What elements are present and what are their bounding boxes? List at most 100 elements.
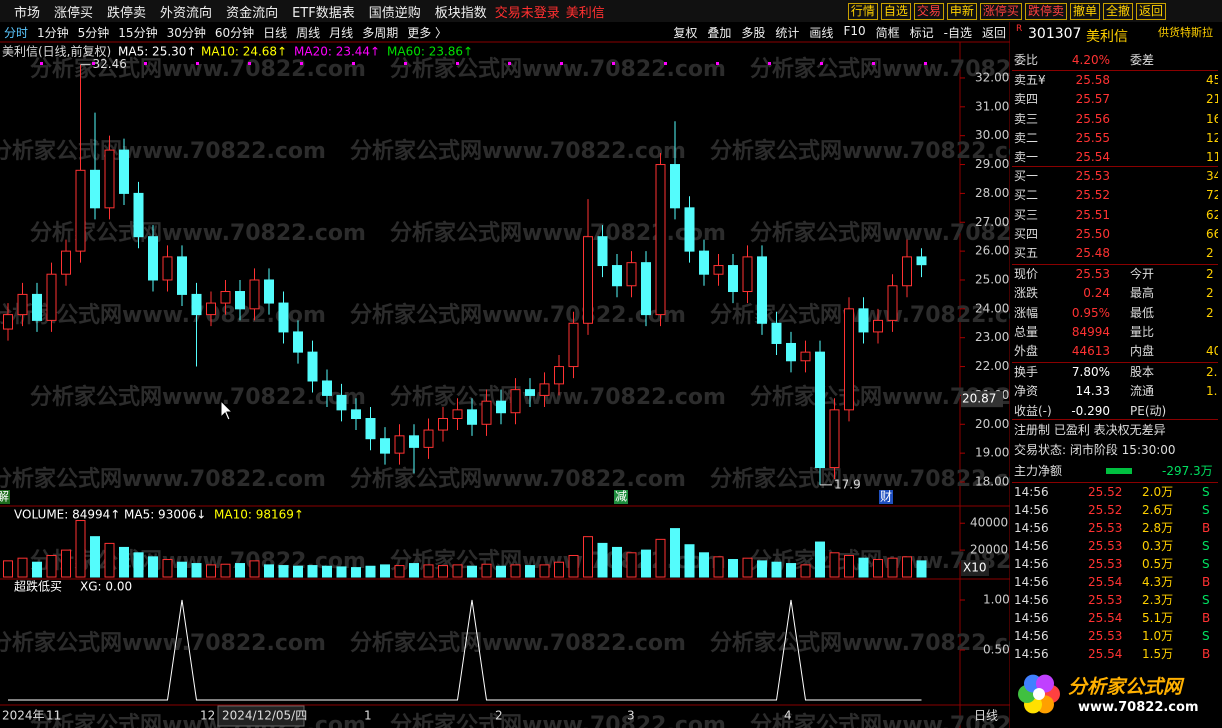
menu-item[interactable]: 跌停卖 (107, 5, 147, 21)
tool-button[interactable]: -自选 (943, 25, 972, 40)
period-tab[interactable]: 30分钟 (166, 25, 206, 40)
watermark: 分析家公式网www.70822.com (0, 466, 326, 492)
cursor-price: 20.87 (962, 392, 996, 406)
period-tab[interactable]: 日线 (263, 25, 288, 40)
menu-item[interactable]: 涨停买 (54, 5, 94, 21)
trade-time: 14:56 (1014, 647, 1049, 661)
x-axis-label: 4 (784, 709, 792, 723)
volume-bar (844, 554, 854, 578)
quote-value: 7.80% (1071, 365, 1110, 380)
menu-button[interactable]: 撤单 (1069, 2, 1100, 20)
period-tab[interactable]: 分时 (4, 25, 29, 40)
volume-tick-label: 20000 (970, 543, 1008, 557)
period-tab[interactable]: 15分钟 (118, 25, 158, 40)
period-tab[interactable]: 5分钟 (77, 25, 110, 40)
menu-item[interactable]: ETF数据表 (292, 5, 355, 21)
watermark: 分析家公式网www.70822.com (350, 138, 686, 164)
y-tick-label: 32.00 (975, 70, 1009, 84)
tool-button[interactable]: 简框 (875, 25, 900, 40)
menu-button[interactable]: 涨停买 (979, 2, 1022, 20)
volume-bar (177, 561, 187, 578)
trade-side: S (1202, 629, 1210, 643)
trade-side: B (1202, 647, 1211, 661)
watermark: 分析家公式网www.70822.com (390, 56, 726, 82)
volume-bar (916, 560, 927, 578)
marker-dot (248, 62, 251, 65)
volume-bar (90, 536, 100, 578)
quote-label: 涨幅 (1014, 305, 1039, 320)
period-tab[interactable]: 更多 〉 (407, 25, 448, 40)
trade-price: 25.54 (1088, 611, 1123, 625)
period-tab[interactable]: 多周期 (362, 25, 399, 40)
menu-button[interactable]: 行情 (847, 2, 878, 20)
tool-button[interactable]: F10 (843, 23, 866, 38)
indicator-name: 超跌低买 (14, 579, 62, 594)
tool-button[interactable]: 返回 (981, 25, 1006, 40)
quote-label2: 量比 (1130, 324, 1155, 339)
menu-item[interactable]: 资金流向 (226, 5, 279, 21)
volume-bar (32, 561, 42, 578)
tool-button[interactable]: 叠加 (707, 25, 732, 40)
candle-body (887, 285, 898, 321)
quote-label: 委比 (1014, 53, 1039, 67)
quote-label2: 最低 (1130, 305, 1155, 320)
period-tab[interactable]: 月线 (329, 25, 354, 40)
quote-value: 25.55 (1075, 130, 1110, 145)
marker-dot (716, 62, 719, 65)
tool-button[interactable]: 统计 (775, 25, 800, 40)
menu-button[interactable]: 全撤 (1102, 2, 1133, 20)
tool-button[interactable]: 复权 (673, 25, 698, 40)
flow-bar (1106, 468, 1132, 474)
candle-body (336, 394, 347, 411)
tool-button[interactable]: 画线 (809, 25, 834, 40)
tool-button[interactable]: 多股 (741, 25, 766, 40)
quote-value2: 66 (1206, 226, 1218, 241)
quote-value2: 72 (1206, 188, 1218, 203)
trade-status: 交易状态: 闭市阶段 15:30:00 (1014, 443, 1176, 457)
menu-status: 交易未登录 (494, 5, 560, 21)
chart-title: 美利信(日线,前复权) (2, 44, 111, 59)
trade-price: 25.53 (1088, 521, 1123, 535)
volume-bar (612, 546, 622, 578)
watermark: 分析家公式网www.70822.com (30, 56, 366, 82)
event-label: 财 (880, 490, 892, 504)
menu-item[interactable]: 板块指数 (434, 5, 487, 21)
quote-label: 外盘 (1014, 344, 1039, 358)
volume-bar (481, 563, 492, 578)
period-tab[interactable]: 周线 (296, 25, 321, 40)
chart: 分析家公式网www.70822.com 分析家公式网www.70822.com 分析… (0, 22, 1010, 728)
volume-bar (104, 542, 115, 578)
menu-item[interactable]: 外资流向 (160, 5, 213, 21)
menu-button[interactable]: 跌停卖 (1024, 2, 1067, 20)
candle-body (104, 149, 115, 209)
menu-item[interactable]: 国债逆购 (368, 5, 421, 21)
trade-time: 14:56 (1014, 521, 1049, 535)
menu-button[interactable]: 交易 (913, 2, 944, 20)
period-tab[interactable]: 60分钟 (214, 25, 255, 40)
menu-button[interactable]: 申新 (946, 2, 977, 20)
marker-dot (924, 62, 927, 65)
tool-button[interactable]: 标记 (909, 25, 934, 40)
candle-body (293, 331, 303, 353)
quote-label: 现价 (1014, 267, 1039, 282)
separator (1012, 264, 1218, 266)
y-tick-label: 28.00 (975, 186, 1009, 200)
flag: R (1016, 24, 1023, 34)
watermark: 分析家公式网www.70822.com (350, 466, 686, 492)
menu-button[interactable]: 返回 (1135, 2, 1166, 20)
period-tab[interactable]: 1分钟 (37, 25, 69, 40)
menu-item[interactable]: 市场 (14, 5, 41, 21)
logo-petal (1036, 674, 1054, 693)
trade-volume: 4.3万 (1142, 575, 1174, 589)
separator (1012, 362, 1218, 364)
candle-body (626, 262, 637, 287)
volume-label: MA10: 98169↑ (214, 508, 304, 522)
candle-body (191, 293, 202, 316)
menu-button[interactable]: 自选 (880, 2, 911, 20)
trade-time: 14:56 (1014, 575, 1049, 589)
candle-body (220, 291, 231, 304)
stock-name: 美利信 (1086, 29, 1128, 45)
marker-dot (300, 62, 303, 65)
quote-label2: 今开 (1130, 267, 1155, 282)
separator (1012, 419, 1218, 420)
